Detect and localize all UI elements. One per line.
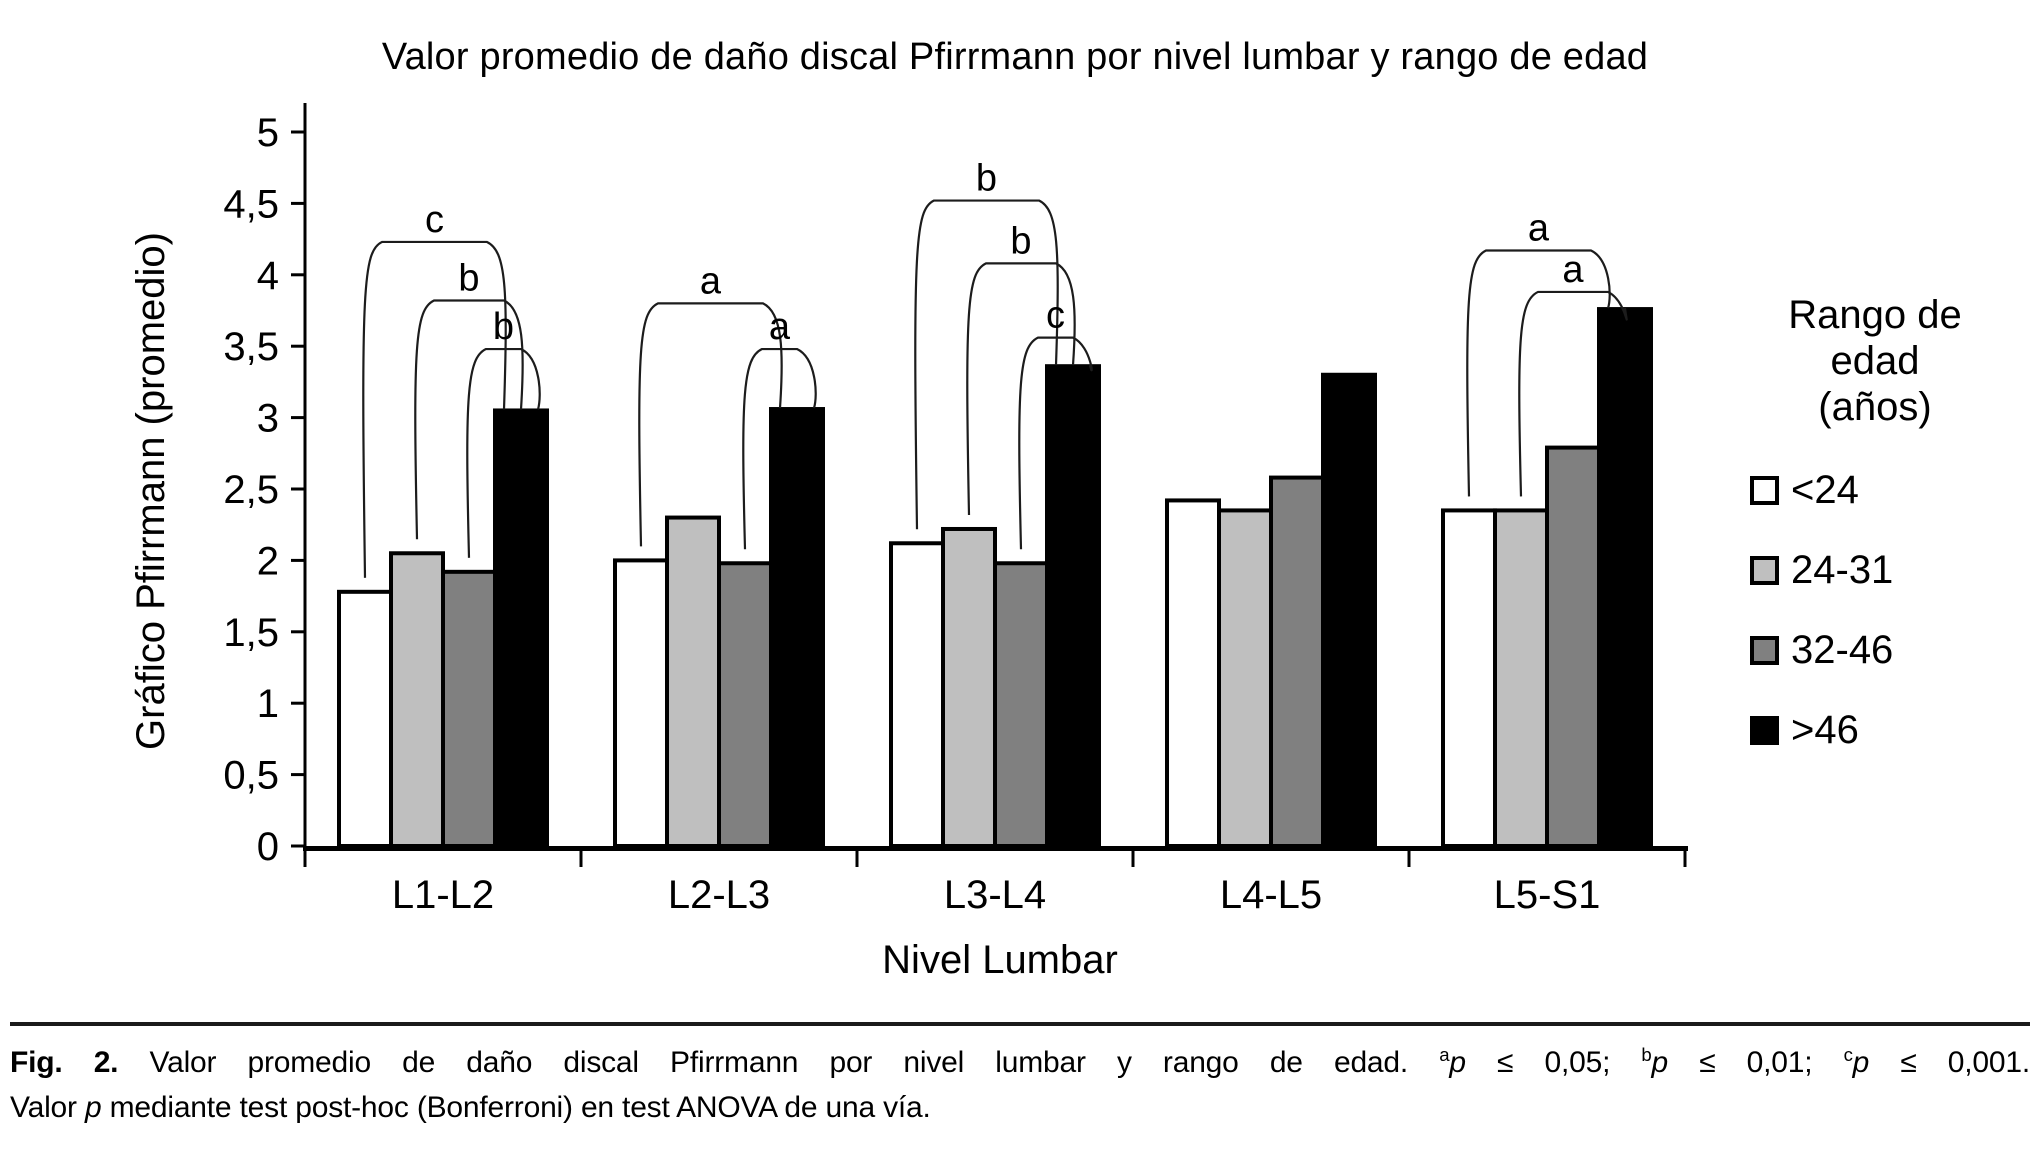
figure-caption: Fig. 2. Valor promedio de daño discal Pf… (10, 1040, 2030, 1130)
x-category-label: L1-L2 (392, 873, 494, 917)
caption-text-segment: mediante test post-hoc (Bonferroni) en t… (101, 1091, 931, 1124)
legend: Rango de edad (años) <24 24-31 32-46 >46 (1740, 292, 2010, 750)
x-category-label: L4-L5 (1220, 873, 1322, 917)
significance-label: b (493, 306, 514, 348)
legend-swatch-icon (1750, 555, 1779, 585)
caption-text-segment: p (1449, 1046, 1466, 1079)
caption-text-segment: Fig. 2. (10, 1046, 119, 1079)
caption-text-segment: p (1651, 1046, 1669, 1079)
bar-L5-S1-24-31 (1493, 508, 1549, 848)
y-tick-label: 3,5 (223, 325, 279, 369)
legend-swatch-icon (1750, 475, 1779, 505)
x-category-label: L3-L4 (944, 873, 1046, 917)
caption-line-1: Fig. 2. Valor promedio de daño discal Pf… (10, 1040, 2030, 1085)
legend-item-label: >46 (1791, 708, 1859, 752)
x-category-label: L2-L3 (668, 873, 770, 917)
significance-label: c (1046, 295, 1065, 337)
significance-bracket (638, 302, 783, 547)
significance-bracket (742, 347, 817, 550)
bar-L3-L4-<24 (889, 541, 945, 848)
caption-text-segment: Valor (10, 1091, 85, 1124)
significance-bracket (966, 262, 1076, 516)
y-tick-label: 0 (257, 825, 279, 869)
significance-bracket (1518, 290, 1628, 497)
y-tick-label: 3 (257, 397, 279, 441)
y-tick-label: 2,5 (223, 468, 279, 512)
bar-L2-L3->46 (769, 407, 825, 848)
legend-item-3: >46 (1750, 710, 2010, 750)
significance-label: a (700, 260, 722, 302)
significance-bracket (1018, 336, 1093, 550)
legend-title: Rango de edad (años) (1788, 293, 1962, 429)
bar-L3-L4->46 (1045, 364, 1101, 848)
significance-label: b (1010, 220, 1031, 262)
legend-items: <24 24-31 32-46 >46 (1740, 470, 2010, 750)
bar-L5-S1-32-46 (1545, 445, 1601, 848)
caption-text-segment: ≤ 0,001. (1869, 1046, 2030, 1079)
bar-L3-L4-24-31 (941, 526, 997, 848)
caption-text-segment: p (1852, 1046, 1870, 1079)
caption-text-segment: Valor promedio de daño discal Pfirrmann … (118, 1046, 1440, 1079)
legend-item-label: 24-31 (1791, 548, 1894, 592)
significance-label: a (769, 306, 791, 348)
significance-bracket (1466, 249, 1611, 497)
significance-label: b (458, 258, 479, 300)
bar-L4-L5-32-46 (1269, 475, 1325, 848)
caption-text-segment: b (1641, 1044, 1652, 1065)
significance-label: a (1528, 208, 1550, 250)
bar-L2-L3-<24 (613, 558, 669, 849)
legend-swatch-icon (1750, 635, 1779, 665)
bar-L4-L5-24-31 (1217, 508, 1273, 848)
significance-bracket (362, 240, 507, 578)
bar-L3-L4-32-46 (993, 561, 1049, 848)
pfirrmann-bar-chart: 0 0,5 1 1,5 2 2,5 3 3,5 4 4,5 5 L1-L2 L2-L3 L3-L4 L4-L… (223, 103, 1688, 917)
caption-text-segment: p (84, 1091, 102, 1124)
significance-label: b (976, 158, 997, 200)
significance-label: c (425, 199, 444, 241)
bar-L1-L2->46 (493, 408, 549, 848)
caption-text-segment: a (1439, 1044, 1450, 1065)
significance-bracket (466, 347, 541, 558)
bar-L2-L3-32-46 (717, 561, 773, 848)
x-axis-title: Nivel Lumbar (882, 938, 1118, 982)
legend-item-label: <24 (1791, 468, 1859, 512)
bar-L5-S1-<24 (1441, 508, 1497, 848)
y-tick-label: 5 (257, 111, 279, 155)
significance-label: a (1562, 249, 1584, 291)
legend-swatch-icon (1750, 715, 1779, 745)
legend-item-1: 24-31 (1750, 550, 2010, 590)
y-tick-label: 2 (257, 539, 279, 583)
caption-text-segment: c (1843, 1044, 1853, 1065)
x-category-label: L5-S1 (1494, 873, 1601, 917)
chart-title: Valor promedio de daño discal Pfirrmann … (381, 36, 1649, 78)
caption-divider (10, 1022, 2030, 1026)
caption-text-segment: ≤ 0,05; (1465, 1046, 1642, 1079)
bar-L5-S1->46 (1597, 307, 1653, 848)
y-tick-label: 4,5 (223, 182, 279, 226)
y-tick-label: 1,5 (223, 611, 279, 655)
bar-L1-L2-24-31 (389, 551, 445, 848)
bar-L4-L5->46 (1321, 372, 1377, 848)
significance-bracket (914, 199, 1059, 530)
y-tick-label: 4 (257, 254, 279, 298)
bar-L4-L5-<24 (1165, 498, 1221, 848)
bar-L1-L2-32-46 (441, 569, 497, 848)
caption-text-segment: ≤ 0,01; (1668, 1046, 1844, 1079)
caption-line-2: Valor p mediante test post-hoc (Bonferro… (10, 1085, 2030, 1130)
bar-L1-L2-<24 (337, 589, 393, 848)
legend-item-2: 32-46 (1750, 630, 2010, 670)
bar-L2-L3-24-31 (665, 515, 721, 848)
y-tick-label: 0,5 (223, 754, 279, 798)
y-tick-label: 1 (257, 682, 279, 726)
legend-item-label: 32-46 (1791, 628, 1894, 672)
legend-item-0: <24 (1750, 470, 2010, 510)
